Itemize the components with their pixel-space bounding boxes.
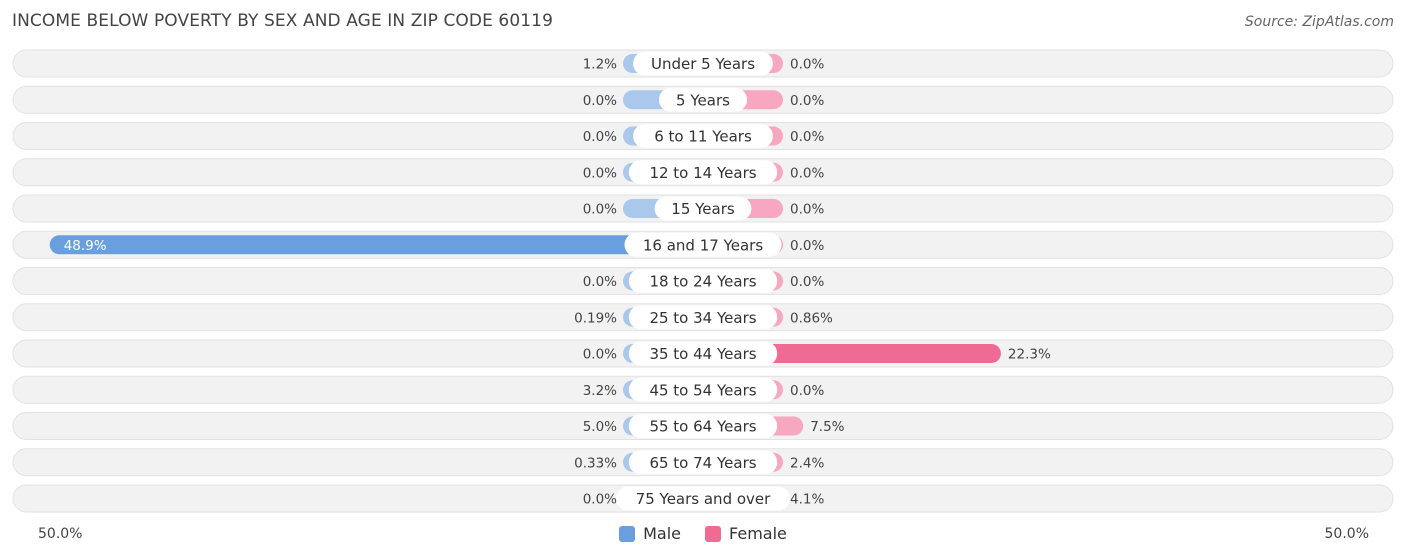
value-label-male: 5.0% (583, 419, 617, 435)
legend-swatch-female (705, 525, 722, 542)
category-pill (633, 51, 773, 76)
value-label-female: 0.0% (790, 93, 824, 109)
value-label-male: 0.0% (583, 93, 617, 109)
category-label: 18 to 24 Years (649, 273, 756, 291)
chart-row: 65 to 74 Years 0.33% 2.4% (12, 448, 1394, 477)
value-label-female: 0.0% (790, 238, 824, 254)
value-label-female: 0.0% (790, 202, 824, 218)
chart-row: 45 to 54 Years 3.2% 0.0% (12, 375, 1394, 404)
legend-swatch-male (619, 525, 636, 542)
value-label-male: 0.19% (574, 310, 617, 326)
chart-row: 35 to 44 Years 0.0% 22.3% (12, 339, 1394, 368)
category-pill (633, 124, 773, 148)
chart-title: INCOME BELOW POVERTY BY SEX AND AGE IN Z… (12, 11, 554, 31)
category-pill (628, 450, 778, 475)
chart-row: 6 to 11 Years 0.0% 0.0% (12, 122, 1394, 150)
category-label: 6 to 11 Years (654, 128, 752, 146)
category-pill (628, 377, 778, 402)
legend-label-male: Male (643, 524, 682, 543)
value-label-male: 0.33% (574, 455, 617, 471)
legend: Male Female (0, 524, 1406, 543)
chart-row: 16 and 17 Years 48.9% 0.0% (12, 230, 1394, 259)
category-pill (628, 160, 778, 185)
category-label: 35 to 44 Years (649, 345, 756, 363)
category-pill (654, 196, 752, 221)
chart-row: 25 to 34 Years 0.19% 0.86% (12, 303, 1394, 332)
chart-row: 55 to 64 Years 5.0% 7.5% (12, 412, 1394, 440)
chart-row: 5 Years 0.0% 0.0% (12, 85, 1394, 114)
value-label-male: 1.2% (583, 57, 617, 73)
chart-row: 75 Years and over 0.0% 4.1% (12, 484, 1394, 513)
category-label: 45 to 54 Years (649, 381, 756, 399)
value-label-male: 0.0% (583, 202, 617, 218)
value-label-female: 0.86% (790, 310, 833, 326)
category-label: Under 5 Years (651, 55, 755, 73)
value-label-female: 0.0% (790, 383, 824, 399)
value-label-female: 22.3% (1008, 347, 1051, 363)
value-label-female: 2.4% (790, 455, 824, 471)
category-pill (658, 87, 748, 112)
bar-female (703, 344, 1001, 363)
axis-left-label: 50.0% (38, 526, 83, 542)
value-label-female: 4.1% (790, 492, 824, 508)
legend-label-female: Female (729, 524, 787, 543)
category-label: 5 Years (676, 91, 730, 109)
bar-male (49, 235, 704, 255)
category-pill (615, 486, 791, 511)
chart-row: 15 Years 0.0% 0.0% (12, 194, 1394, 223)
value-label-male: 3.2% (583, 383, 617, 399)
value-label-male: 0.0% (583, 492, 617, 508)
category-label: 25 to 34 Years (649, 309, 756, 327)
axis-right-label: 50.0% (1324, 526, 1369, 542)
chart-row: 18 to 24 Years 0.0% 0.0% (12, 267, 1394, 295)
category-label: 65 to 74 Years (649, 454, 756, 472)
value-label-male: 48.9% (64, 238, 107, 254)
category-label: 15 Years (671, 200, 735, 218)
value-label-male: 0.0% (583, 129, 617, 145)
chart-row: Under 5 Years 1.2% 0.0% (12, 49, 1394, 78)
category-pill (628, 341, 778, 366)
legend-item-male: Male (619, 524, 681, 543)
value-label-female: 0.0% (790, 274, 824, 290)
value-label-female: 0.0% (790, 129, 824, 145)
category-pill (628, 269, 778, 293)
value-label-male: 0.0% (583, 274, 617, 290)
category-label: 16 and 17 Years (643, 236, 763, 254)
value-label-female: 0.0% (790, 165, 824, 181)
value-label-female: 7.5% (810, 419, 844, 435)
value-label-male: 0.0% (583, 347, 617, 363)
category-pill (624, 232, 782, 257)
source-credit: Source: ZipAtlas.com (1244, 14, 1394, 30)
chart-row: 12 to 14 Years 0.0% 0.0% (12, 158, 1394, 187)
legend-item-female: Female (705, 524, 787, 543)
category-label: 12 to 14 Years (649, 164, 756, 182)
category-label: 75 Years and over (636, 490, 771, 508)
category-pill (628, 305, 778, 330)
category-label: 55 to 64 Years (649, 418, 756, 436)
category-pill (628, 414, 778, 438)
value-label-female: 0.0% (790, 57, 824, 73)
value-label-male: 0.0% (583, 165, 617, 181)
